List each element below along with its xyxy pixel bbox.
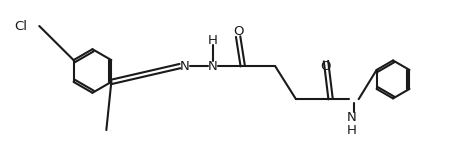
Text: N: N — [180, 60, 190, 73]
Text: O: O — [321, 60, 331, 73]
Text: N: N — [208, 60, 218, 73]
Text: Cl: Cl — [14, 19, 27, 33]
Text: O: O — [233, 25, 243, 38]
Text: H: H — [208, 34, 218, 47]
Text: N: N — [347, 111, 356, 124]
Text: H: H — [347, 124, 356, 137]
